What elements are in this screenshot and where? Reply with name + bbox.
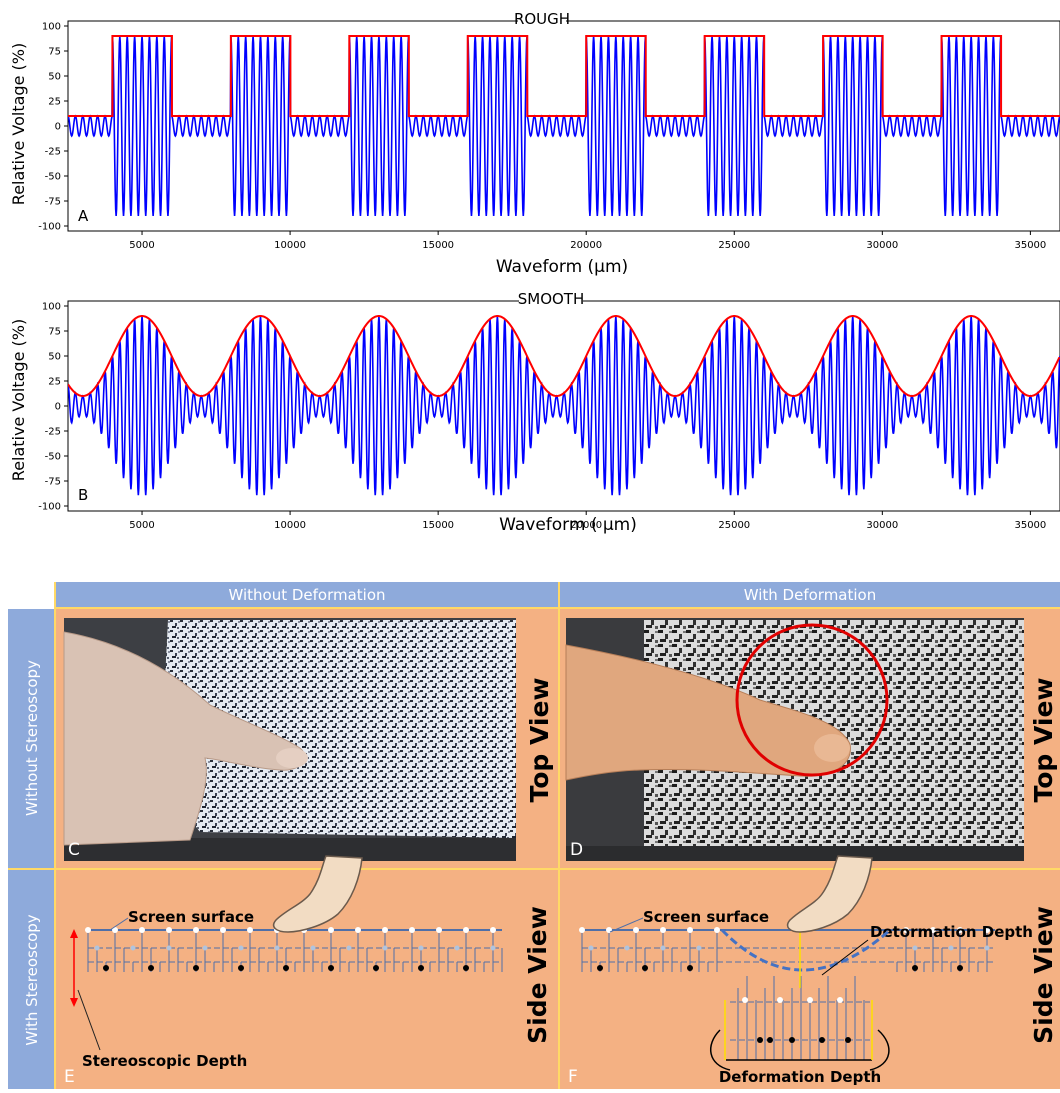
y-tick-label: 0 [55,402,61,413]
figure-table: Without Deformation With Deformation Wit… [8,582,1060,1089]
label-stereoscopic-depth: Stereoscopic Depth [82,1052,247,1070]
x-axis-ticks: 5000 10000 15000 20000 25000 30000 35000 [129,511,1046,531]
y-tick-label: 50 [48,352,61,363]
chart-title: ROUGH [514,10,570,28]
panel-letter-d: D [570,840,583,860]
y-axis-ticks: 100 75 50 25 0 -25 -50 -75 -100 [38,22,68,233]
panel-letter: A [78,207,89,225]
plot-frame [67,20,1060,232]
x-tick-label: 30000 [866,520,898,531]
y-tick-label: 100 [42,22,61,33]
y-tick-label: -75 [45,477,61,488]
column-header-without-deformation: Without Deformation [228,586,385,604]
y-tick-label: 0 [55,122,61,133]
label-detormation-depth: Detormation Depth [870,923,1033,941]
view-label-e: Side View [523,906,552,1044]
row-header-cell [8,870,54,1089]
label-screen-surface: Screen surface [128,908,254,926]
panel-letter-c: C [68,840,80,860]
column-header-cell [56,582,558,607]
x-tick-label: 5000 [129,240,154,251]
x-tick-label: 10000 [274,240,306,251]
view-label-c: Top View [525,677,554,802]
view-label-d: Top View [1029,677,1058,802]
y-tick-label: 75 [48,47,61,58]
x-tick-label: 25000 [718,520,750,531]
x-tick-label: 25000 [718,240,750,251]
y-tick-label: 50 [48,72,61,83]
label-screen-surface: Screen surface [643,908,769,926]
envelope-series [68,315,1060,397]
y-tick-label: -75 [45,197,61,208]
panel-letter-e: E [64,1067,75,1087]
chart-smooth: 5000 10000 15000 20000 25000 30000 35000 100 75… [9,290,1060,535]
deformation-curve [720,928,891,972]
x-tick-label: 30000 [866,240,898,251]
finger-image [565,644,851,781]
carrier-series [68,315,1060,496]
y-tick-label: -100 [38,222,61,233]
finger-side-image [786,855,873,933]
y-tick-label: -50 [45,172,61,183]
row-header-cell [8,609,54,868]
x-tick-label: 20000 [570,240,602,251]
x-axis-ticks: 5000 10000 15000 20000 25000 30000 35000 [129,231,1046,251]
panel-letter-f: F [568,1067,578,1087]
x-axis-label: Waveform ( µm) [499,515,637,535]
envelope-line [68,315,1060,397]
y-tick-label: 100 [42,302,61,313]
photo-panel-d: D [565,618,1024,861]
carrier-series [68,35,1060,217]
x-axis-label: Waveform (µm) [496,257,628,277]
y-tick-label: -25 [45,147,61,158]
x-tick-label: 35000 [1014,240,1046,251]
label-deformation-depth: Deformation Depth [719,1068,881,1086]
row-header-without-stereoscopy: Without Stereoscopy [23,660,41,816]
envelope-line [68,35,1060,117]
y-tick-label: -100 [38,502,61,513]
row-header-with-stereoscopy: With Stereoscopy [23,914,41,1045]
x-tick-label: 35000 [1014,520,1046,531]
y-tick-label: 75 [48,327,61,338]
view-label-f: Side View [1029,906,1058,1044]
x-tick-label: 20000 [570,520,602,531]
envelope-series [68,35,1060,117]
deformation-highlight-circle [735,623,889,777]
chart-rough: 5000 10000 15000 20000 25000 30000 35000 100 75… [9,10,1060,277]
y-tick-label: 25 [48,377,61,388]
y-tick-label: 25 [48,97,61,108]
y-tick-label: -25 [45,427,61,438]
x-tick-label: 15000 [422,520,454,531]
x-tick-label: 10000 [274,520,306,531]
carrier-line [68,35,1060,217]
x-tick-label: 5000 [129,520,154,531]
y-tick-label: -50 [45,452,61,463]
diagram-panel-e: Screen surface Stereoscopic Depth E [64,855,503,1087]
photo-panel-c: C [63,618,516,861]
finger-side-image [272,855,363,933]
panel-letter: B [78,486,88,504]
column-header-cell [560,582,1060,607]
y-axis-label: Relative Voltage (%) [9,319,28,481]
column-header-with-deformation: With Deformation [744,586,877,604]
chart-title: SMOOTH [518,290,585,308]
x-tick-label: 15000 [422,240,454,251]
carrier-line [68,315,1060,496]
y-axis-ticks: 100 75 50 25 0 -25 -50 -75 -100 [38,302,68,513]
plot-frame [67,300,1060,512]
y-axis-label: Relative Voltage (%) [9,43,28,205]
diagram-panel-f: Screen surface Detormation Depth Deforma… [568,855,1033,1087]
